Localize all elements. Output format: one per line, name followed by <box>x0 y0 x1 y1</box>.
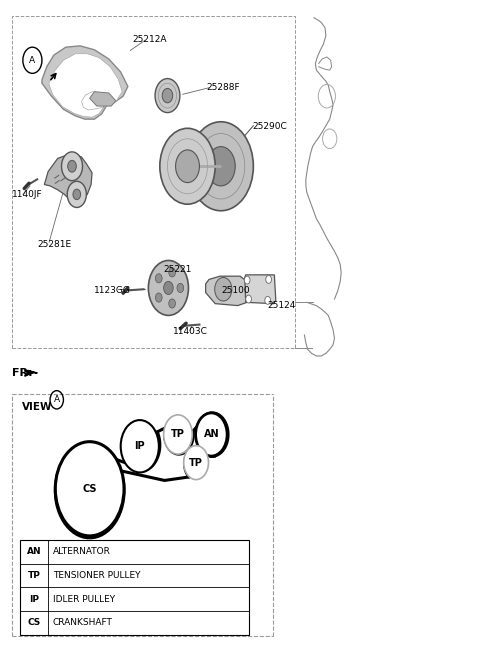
Polygon shape <box>26 371 36 376</box>
Circle shape <box>164 281 173 294</box>
Text: 25212A: 25212A <box>132 35 167 44</box>
Text: AN: AN <box>204 430 219 440</box>
Circle shape <box>156 274 162 283</box>
Circle shape <box>169 299 176 308</box>
Text: TP: TP <box>189 458 203 468</box>
Circle shape <box>246 295 252 303</box>
Polygon shape <box>44 153 92 204</box>
Text: 25100: 25100 <box>221 286 250 295</box>
Text: A: A <box>54 396 60 404</box>
Text: TENSIONER PULLEY: TENSIONER PULLEY <box>53 571 141 580</box>
Text: 1140JF: 1140JF <box>12 190 43 199</box>
Circle shape <box>162 89 173 102</box>
Circle shape <box>244 276 250 284</box>
Text: FR.: FR. <box>12 368 32 378</box>
Text: AN: AN <box>26 547 41 556</box>
Circle shape <box>155 79 180 112</box>
Circle shape <box>184 445 208 480</box>
Circle shape <box>265 296 271 304</box>
Text: IDLER PULLEY: IDLER PULLEY <box>53 595 115 604</box>
Polygon shape <box>245 275 276 304</box>
Circle shape <box>215 277 232 301</box>
Circle shape <box>196 413 227 456</box>
Circle shape <box>169 268 176 277</box>
Text: A: A <box>29 56 36 65</box>
Polygon shape <box>28 371 37 373</box>
Polygon shape <box>42 46 128 119</box>
Circle shape <box>206 147 235 186</box>
Text: IP: IP <box>29 595 39 604</box>
Circle shape <box>164 415 192 454</box>
Polygon shape <box>49 54 122 117</box>
Circle shape <box>61 152 83 181</box>
Circle shape <box>160 128 215 204</box>
Text: IP: IP <box>134 442 145 451</box>
Text: CS: CS <box>83 484 97 494</box>
Polygon shape <box>90 92 116 106</box>
Circle shape <box>55 442 124 536</box>
Circle shape <box>189 122 253 211</box>
Text: TP: TP <box>171 430 185 440</box>
Text: VIEW: VIEW <box>23 402 53 412</box>
Text: CS: CS <box>27 618 40 627</box>
Text: 25288F: 25288F <box>206 83 240 92</box>
Circle shape <box>68 160 76 172</box>
Circle shape <box>176 150 199 183</box>
Circle shape <box>177 283 184 292</box>
Text: 25124: 25124 <box>268 301 296 310</box>
Bar <box>20 540 249 635</box>
Circle shape <box>67 181 86 208</box>
Text: 25221: 25221 <box>164 265 192 274</box>
Text: 11403C: 11403C <box>173 327 208 336</box>
Circle shape <box>73 189 81 200</box>
Polygon shape <box>205 276 249 306</box>
Text: TP: TP <box>27 571 40 580</box>
Text: 1123GG: 1123GG <box>95 286 132 295</box>
Text: CRANKSHAFT: CRANKSHAFT <box>53 618 113 627</box>
Text: 25290C: 25290C <box>252 122 287 131</box>
Circle shape <box>120 420 159 472</box>
Text: ALTERNATOR: ALTERNATOR <box>53 547 111 556</box>
Circle shape <box>148 260 189 315</box>
Text: 25281E: 25281E <box>37 240 72 249</box>
Circle shape <box>156 293 162 302</box>
Circle shape <box>266 275 272 283</box>
